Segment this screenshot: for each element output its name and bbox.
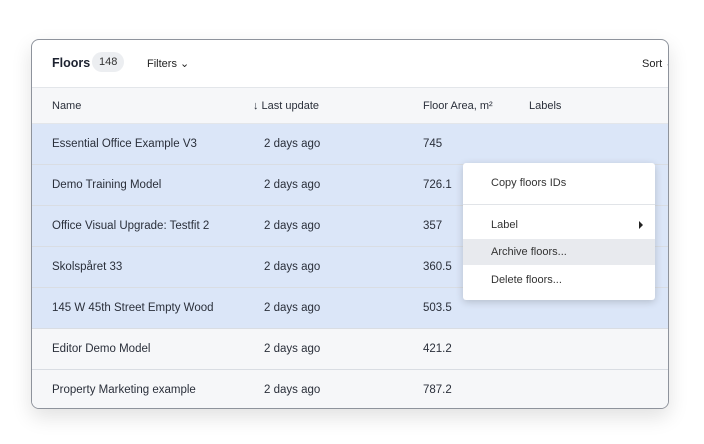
row-floor-area: 726.1 xyxy=(423,179,452,191)
row-name: Essential Office Example V3 xyxy=(52,138,197,150)
row-floor-area: 745 xyxy=(423,138,443,150)
row-name: 145 W 45th Street Empty Wood xyxy=(52,302,214,314)
menu-item-copy-ids[interactable]: Copy floors IDs xyxy=(491,177,567,189)
row-floor-area: 787.2 xyxy=(423,384,452,396)
context-menu: Copy floors IDs Label Archive floors... … xyxy=(463,163,655,300)
row-floor-area: 357 xyxy=(423,220,443,232)
menu-item-label[interactable]: Label xyxy=(463,212,655,238)
menu-divider xyxy=(463,204,655,205)
row-last-update: 2 days ago xyxy=(264,220,321,232)
row-name: Editor Demo Model xyxy=(52,343,151,355)
row-last-update: 2 days ago xyxy=(264,179,321,191)
column-last-update[interactable]: ↓ Last update xyxy=(253,99,320,112)
table-row[interactable]: Essential Office Example V3 2 days ago 745 xyxy=(32,124,668,165)
menu-item-delete[interactable]: Delete floors... xyxy=(491,274,562,286)
menu-item-archive[interactable]: Archive floors... xyxy=(463,239,655,265)
sort-button[interactable]: Sort ⌄ xyxy=(642,58,668,70)
table-header: Name ↓ Last update Floor Area, m² Labels xyxy=(32,88,668,124)
table-row[interactable]: Property Marketing example 2 days ago 787.… xyxy=(32,370,668,408)
page-title: Floors xyxy=(52,56,91,70)
table-row[interactable]: Editor Demo Model 2 days ago 421.2 xyxy=(32,329,668,370)
row-last-update: 2 days ago xyxy=(264,261,321,273)
row-floor-area: 360.5 xyxy=(423,261,452,273)
panel-header: Floors 148 Filters ⌄ Sort ⌄ xyxy=(32,40,668,88)
count-badge: 148 xyxy=(92,52,125,72)
column-floor-area[interactable]: Floor Area, m² xyxy=(423,99,493,112)
column-name[interactable]: Name xyxy=(52,99,82,112)
row-last-update: 2 days ago xyxy=(264,384,321,396)
column-labels[interactable]: Labels xyxy=(529,99,562,112)
row-name: Demo Training Model xyxy=(52,179,162,191)
row-last-update: 2 days ago xyxy=(264,138,321,150)
row-floor-area: 421.2 xyxy=(423,343,452,355)
row-last-update: 2 days ago xyxy=(264,343,321,355)
row-name: Property Marketing example xyxy=(52,384,196,396)
row-last-update: 2 days ago xyxy=(264,302,321,314)
submenu-arrow-icon xyxy=(639,221,643,229)
filters-button[interactable]: Filters ⌄ xyxy=(147,58,190,70)
row-floor-area: 503.5 xyxy=(423,302,452,314)
row-name: Office Visual Upgrade: Testfit 2 xyxy=(52,220,210,232)
row-name: Skolspåret 33 xyxy=(52,261,123,273)
menu-item-label-text: Label xyxy=(491,219,518,231)
